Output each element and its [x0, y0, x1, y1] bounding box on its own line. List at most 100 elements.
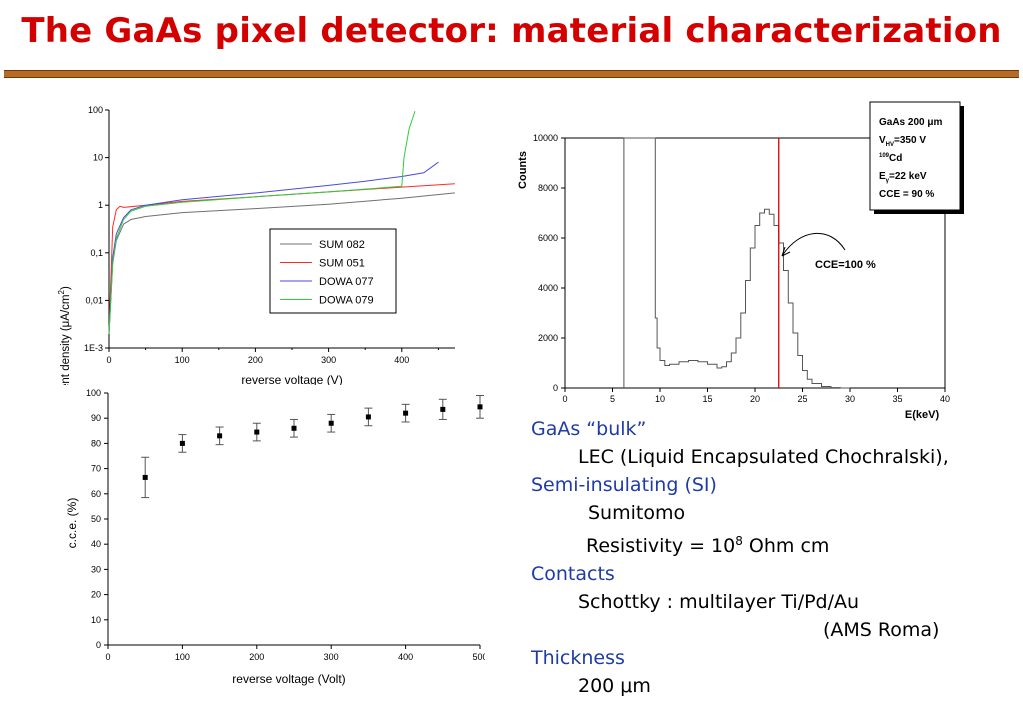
iv-ylabel-mu: μ — [60, 321, 72, 328]
material-notes: GaAs “bulk” LEC (Liquid Encapsulated Cho… — [531, 415, 1011, 700]
spectrum-x-tick-label: 35 — [892, 394, 902, 404]
note-schottky: Schottky : multilayer Ti/Pd/Au — [578, 591, 860, 613]
spectrum-x-tick-label: 25 — [797, 394, 807, 404]
cce-y-tick-label: 100 — [86, 388, 101, 398]
cce-points — [141, 395, 484, 499]
iv-y-tick-label: 10 — [93, 153, 103, 163]
spectrum-x-tick-label: 5 — [610, 394, 615, 404]
iv-ylabel-exp: 2 — [57, 290, 66, 295]
info-line-4: Eγ=22 keV — [879, 171, 927, 184]
iv-x-tick-label: 400 — [394, 355, 409, 365]
spectrum-histogram — [623, 137, 850, 389]
iv-x-tick-label: 200 — [248, 355, 263, 365]
iv-legend-label: SUM 051 — [319, 258, 365, 270]
note-sumitomo: Sumitomo — [588, 502, 686, 524]
info-line-2: VHV=350 V — [879, 135, 926, 148]
cce-y-tick-label: 70 — [91, 464, 101, 474]
cce-data-point — [254, 429, 260, 435]
info-line-5: CCE = 90 % — [879, 189, 934, 200]
info-line-3: 109Cd — [879, 153, 902, 164]
spectrum-y-axis-label: Counts — [517, 151, 529, 189]
note-lec: LEC (Liquid Encapsulated Chochralski), — [578, 446, 949, 468]
cce-y-tick-label: 90 — [91, 413, 101, 423]
spectrum-x-axis-label: E(keV) — [905, 409, 940, 421]
iv-legend-label: DOWA 077 — [319, 276, 374, 288]
cce-y-tick-label: 80 — [91, 438, 101, 448]
iv-ylabel-unit: A/cm — [60, 295, 72, 321]
cce-y-tick-label: 30 — [91, 564, 101, 574]
cce-y-tick-label: 20 — [91, 590, 101, 600]
cce-data-point — [291, 425, 297, 431]
iv-y-tick-label: 1E-3 — [84, 343, 103, 353]
cce-y-tick-label: 40 — [91, 539, 101, 549]
iv-y-tick-label: 1 — [98, 200, 103, 210]
spectrum-info-box: GaAs 200 μm VHV=350 V 109Cd Eγ=22 keV CC… — [869, 101, 964, 214]
annotation-arrowhead — [781, 246, 791, 257]
spectrum-x-tick-label: 20 — [750, 394, 760, 404]
iv-series-line — [108, 161, 439, 334]
resistivity-post: Ohm cm — [742, 535, 830, 557]
cce-x-tick-label: 200 — [249, 652, 264, 662]
cce-y-tick-label: 50 — [91, 514, 101, 524]
iv-x-tick-label: 0 — [106, 355, 111, 365]
spectrum-y-tick-label: 0 — [553, 383, 558, 393]
iv-x-tick-label: 300 — [321, 355, 336, 365]
note-contacts: Contacts — [531, 563, 615, 585]
cce-x-axis-label: reverse voltage (Volt) — [232, 672, 345, 686]
cce-y-axis-label: c.c.e. (%) — [65, 498, 79, 549]
iv-y-axis-label: current density (μA/cm2) — [57, 286, 72, 385]
cce-y-tick-label: 10 — [91, 615, 101, 625]
cce-y-tick-label: 60 — [91, 489, 101, 499]
spectrum-axes: 0 5 10 15 20 25 30 35 40 0 2000 4000 6000 8000 10000 — [533, 133, 950, 404]
spectrum-x-tick-label: 0 — [562, 394, 567, 404]
cce-data-point — [440, 406, 446, 412]
cce-x-tick-label: 500 — [472, 652, 485, 662]
spectrum-annotation: CCE=100 % — [781, 233, 876, 271]
iv-ylabel-close: ) — [60, 286, 72, 290]
cce-data-point — [217, 433, 223, 439]
spectrum-y-tick-label: 2000 — [538, 333, 558, 343]
cce-chart: 0 100 200 300 400 500 0 10 20 30 40 50 60 70 80 90 100 r… — [65, 388, 485, 686]
note-thickness: Thickness — [531, 647, 625, 669]
spectrum-series — [623, 137, 850, 389]
iv-y-tick-label: 0,1 — [90, 248, 103, 258]
spectrum-y-tick-label: 6000 — [538, 233, 558, 243]
note-semi-insulating: Semi-insulating (SI) — [531, 474, 717, 496]
cce-x-tick-label: 400 — [398, 652, 413, 662]
iv-y-tick-label: 100 — [88, 105, 103, 115]
spectrum-y-tick-label: 4000 — [538, 283, 558, 293]
cce-data-point — [365, 414, 371, 420]
iv-x-tick-label: 100 — [175, 355, 190, 365]
cce-x-tick-label: 0 — [105, 652, 110, 662]
resistivity-pre: Resistivity = 10 — [586, 535, 736, 557]
iv-legend-label: SUM 082 — [319, 239, 365, 251]
spectrum-x-tick-label: 10 — [655, 394, 665, 404]
annotation-arrow — [781, 233, 846, 257]
cce-data-point — [328, 420, 334, 426]
spectrum-y-tick-label: 8000 — [538, 183, 558, 193]
cce-data-point — [179, 440, 185, 446]
iv-series — [108, 110, 455, 334]
cce-axes: 0 100 200 300 400 500 0 10 20 30 40 50 60 70 80 90 100 — [86, 388, 485, 662]
spectrum-chart: 0 5 10 15 20 25 30 35 40 0 2000 4000 6000 8000 10000 E… — [517, 101, 964, 421]
cce-data-point — [403, 410, 409, 416]
iv-series-line — [108, 110, 416, 334]
info-line-1: GaAs 200 μm — [879, 117, 942, 128]
cce-x-tick-label: 100 — [175, 652, 190, 662]
cce-y-tick-label: 0 — [96, 640, 101, 650]
iv-x-axis-label: reverse voltage (V) — [241, 373, 342, 385]
note-thickness-value: 200 μm — [578, 675, 651, 697]
iv-legend: SUM 082 SUM 051 DOWA 077 DOWA 079 — [269, 228, 397, 314]
cce-x-tick-label: 300 — [324, 652, 339, 662]
spectrum-y-tick-label: 10000 — [533, 133, 558, 143]
spectrum-x-tick-label: 15 — [702, 394, 712, 404]
spectrum-x-tick-label: 40 — [940, 394, 950, 404]
iv-legend-label: DOWA 079 — [319, 295, 374, 307]
cce-data-point — [142, 474, 148, 480]
note-ams: (AMS Roma) — [823, 619, 940, 641]
spectrum-x-tick-label: 30 — [845, 394, 855, 404]
note-gaas-bulk: GaAs “bulk” — [531, 418, 647, 440]
page-title: The GaAs pixel detector: material charac… — [21, 11, 1002, 51]
